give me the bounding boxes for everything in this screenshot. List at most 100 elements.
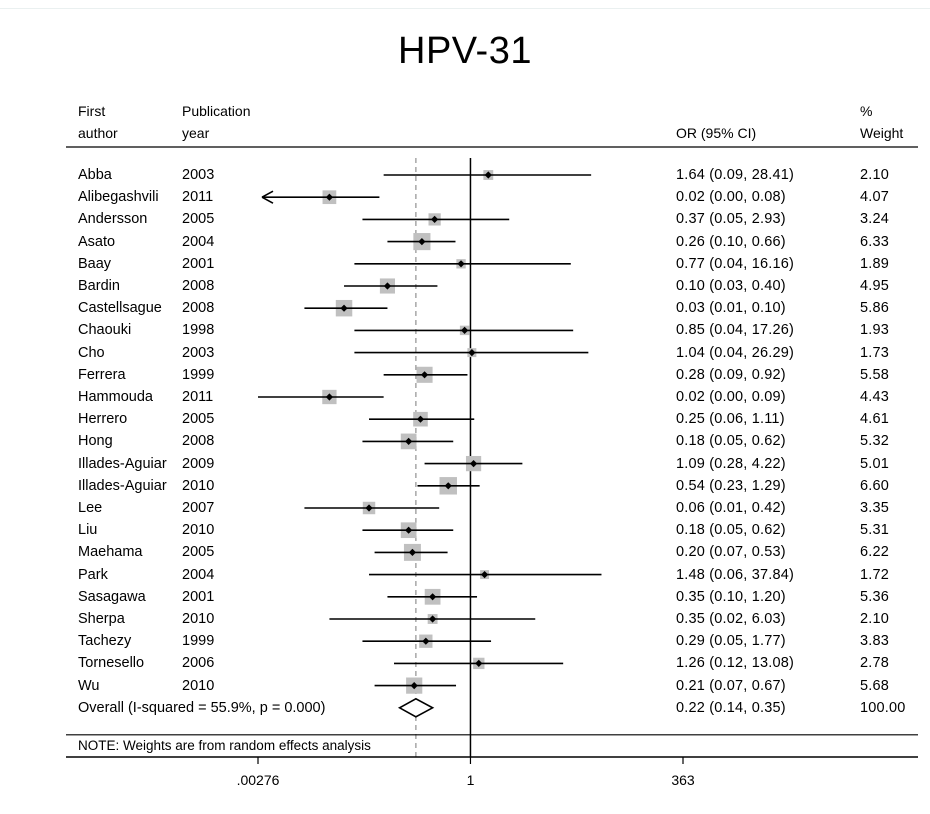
study-or-ci: 1.04 (0.04, 26.29) [676, 344, 795, 361]
study-point-estimate [405, 437, 413, 445]
study-author: Lee [78, 500, 103, 516]
study-year: 2005 [182, 411, 215, 428]
study-author: Sasagawa [78, 588, 146, 605]
study-point-estimate [325, 193, 334, 201]
study-author: Tachezy [78, 633, 132, 650]
study-weight: 4.43 [860, 389, 890, 405]
study-weight: 6.22 [860, 544, 890, 561]
study-weight: 5.31 [860, 522, 890, 539]
study-weight: 1.73 [860, 344, 890, 361]
study-weight: 1.72 [860, 566, 890, 583]
study-or-ci: 0.29 (0.05, 1.77) [676, 633, 786, 650]
study-year: 2008 [182, 433, 215, 450]
study-weight: 3.35 [860, 500, 890, 516]
study-year: 2005 [182, 211, 215, 228]
study-author: Baay [78, 255, 112, 272]
header-publication-year-line2: year [182, 125, 210, 141]
study-point-estimate [422, 637, 430, 645]
study-author: Castellsague [78, 300, 162, 317]
study-year: 2010 [182, 522, 215, 539]
study-or-ci: 1.64 (0.09, 28.41) [676, 167, 795, 183]
study-author: Chaouki [78, 322, 132, 339]
study-or-ci: 0.21 (0.07, 0.67) [676, 677, 786, 694]
study-author: Hong [78, 433, 113, 450]
study-or-ci: 0.18 (0.05, 0.62) [676, 433, 786, 450]
header-first-author-line1: First [78, 103, 106, 119]
study-year: 1998 [182, 322, 215, 339]
study-point-estimate [408, 548, 417, 556]
header-first-author-line2: author [78, 125, 118, 141]
study-point-estimate [418, 238, 426, 246]
study-year: 2009 [182, 455, 215, 472]
study-or-ci: 1.48 (0.06, 37.84) [676, 566, 795, 583]
study-year: 2006 [182, 655, 215, 672]
study-year: 2004 [182, 566, 215, 583]
header-publication-year-line1: Publication [182, 103, 251, 119]
study-point-estimate [481, 571, 489, 579]
study-point-estimate [383, 282, 392, 290]
top-border [0, 8, 930, 9]
study-author: Ferrera [78, 366, 126, 383]
study-weight: 4.61 [860, 411, 890, 428]
study-point-estimate [431, 215, 439, 223]
study-weight: 3.24 [860, 211, 890, 228]
study-weight: 2.78 [860, 655, 890, 672]
study-author: Sherpa [78, 611, 125, 627]
study-point-estimate [461, 326, 469, 334]
study-year: 2003 [182, 344, 215, 361]
study-year: 1999 [182, 366, 215, 383]
x-axis-tick-label: 1 [467, 772, 475, 788]
study-year: 2005 [182, 544, 215, 561]
study-year: 2008 [182, 300, 215, 317]
overall-or-ci: 0.22 (0.14, 0.35) [676, 699, 786, 716]
x-axis-tick-label: 363 [671, 772, 695, 788]
study-or-ci: 0.02 (0.00, 0.08) [676, 189, 786, 206]
study-or-ci: 0.35 (0.02, 6.03) [676, 611, 786, 627]
study-author: Tornesello [78, 655, 145, 672]
study-year: 2010 [182, 611, 215, 627]
study-weight: 2.10 [860, 167, 890, 183]
study-author: Maehama [78, 544, 143, 561]
study-point-estimate [405, 526, 413, 534]
overall-diamond [397, 697, 435, 718]
study-point-estimate [457, 260, 465, 268]
study-author: Hammouda [78, 389, 153, 405]
header-first-author: First author [78, 102, 118, 142]
study-or-ci: 1.26 (0.12, 13.08) [676, 655, 795, 672]
study-author: Bardin [78, 278, 120, 294]
study-point-estimate [420, 371, 429, 379]
study-or-ci: 0.54 (0.23, 1.29) [676, 477, 786, 494]
study-year: 2001 [182, 255, 215, 272]
study-point-estimate [365, 504, 373, 512]
study-weight: 5.68 [860, 677, 890, 694]
study-or-ci: 0.77 (0.04, 16.16) [676, 255, 795, 272]
study-point-estimate [429, 593, 437, 601]
study-author: Liu [78, 522, 98, 539]
study-or-ci: 0.28 (0.09, 0.92) [676, 366, 786, 383]
study-weight: 1.93 [860, 322, 890, 339]
study-year: 2004 [182, 233, 215, 250]
study-author: Illades-Aguiar [78, 455, 167, 472]
study-weight: 5.32 [860, 433, 890, 450]
study-author: Herrero [78, 411, 128, 428]
study-year: 2008 [182, 278, 215, 294]
study-or-ci: 0.20 (0.07, 0.53) [676, 544, 786, 561]
study-year: 2003 [182, 167, 215, 183]
study-author: Cho [78, 344, 105, 361]
chart-title: HPV-31 [398, 30, 532, 72]
overall-weight: 100.00 [860, 699, 906, 716]
study-point-estimate [444, 482, 452, 490]
study-weight: 5.58 [860, 366, 890, 383]
study-point-estimate [469, 460, 478, 468]
header-weight: % Weight [860, 102, 903, 142]
study-author: Illades-Aguiar [78, 477, 167, 494]
study-weight: 6.60 [860, 477, 890, 494]
study-or-ci: 0.06 (0.01, 0.42) [676, 500, 786, 516]
study-year: 2011 [182, 189, 214, 206]
study-or-ci: 0.35 (0.10, 1.20) [676, 588, 786, 605]
note-text: NOTE: Weights are from random effects an… [78, 738, 371, 753]
study-year: 2007 [182, 500, 215, 516]
study-or-ci: 0.26 (0.10, 0.66) [676, 233, 786, 250]
study-weight: 4.95 [860, 278, 890, 294]
